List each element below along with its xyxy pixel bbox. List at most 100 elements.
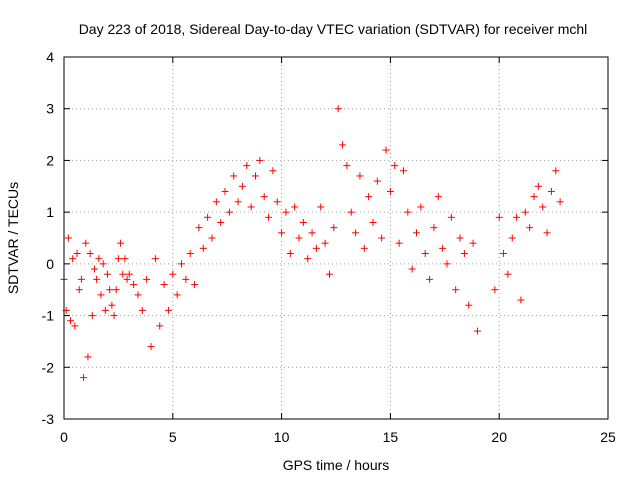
data-point — [256, 156, 264, 164]
x-axis-label: GPS time / hours — [283, 457, 390, 473]
x-tick-label: 25 — [600, 429, 616, 445]
data-point — [134, 291, 142, 299]
data-point — [299, 218, 307, 226]
data-point — [182, 275, 190, 283]
data-point — [243, 162, 251, 170]
data-point — [99, 260, 107, 268]
data-point — [88, 312, 96, 320]
data-point — [282, 208, 290, 216]
data-point — [334, 105, 342, 113]
data-points — [60, 105, 564, 382]
data-point — [247, 203, 255, 211]
data-point — [513, 213, 521, 221]
data-point — [273, 198, 281, 206]
data-point — [443, 260, 451, 268]
data-point — [426, 275, 434, 283]
data-point — [121, 255, 129, 263]
y-tick-label: -1 — [42, 308, 55, 324]
data-point — [69, 255, 77, 263]
x-tick-label: 20 — [491, 429, 507, 445]
data-point — [534, 182, 542, 190]
y-tick-label: 2 — [46, 152, 54, 168]
data-point — [504, 270, 512, 278]
data-point — [373, 177, 381, 185]
data-point — [339, 141, 347, 149]
data-point — [413, 229, 421, 237]
data-point — [151, 255, 159, 263]
plot-frame — [63, 56, 609, 420]
data-point — [452, 286, 460, 294]
data-point — [491, 286, 499, 294]
y-tick-label: 3 — [46, 101, 54, 117]
x-tick-label: 5 — [169, 429, 177, 445]
data-point — [104, 270, 112, 278]
data-point — [95, 255, 103, 263]
data-point — [508, 234, 516, 242]
data-point — [291, 203, 299, 211]
data-point — [347, 208, 355, 216]
data-point — [421, 250, 429, 258]
data-point — [138, 306, 146, 314]
data-point — [317, 203, 325, 211]
data-point — [112, 286, 120, 294]
y-tick-label: 4 — [46, 49, 54, 65]
x-tick-label: 0 — [60, 429, 68, 445]
chart-title: Day 223 of 2018, Sidereal Day-to-day VTE… — [79, 21, 588, 37]
data-point — [80, 374, 88, 382]
data-point — [217, 218, 225, 226]
data-point — [110, 312, 118, 320]
data-point — [430, 224, 438, 232]
data-point — [465, 301, 473, 309]
data-point — [77, 275, 85, 283]
data-point — [308, 229, 316, 237]
data-point — [547, 187, 555, 195]
data-point — [64, 234, 72, 242]
data-point — [221, 187, 229, 195]
data-point — [123, 275, 131, 283]
data-point — [230, 172, 238, 180]
data-point — [86, 250, 94, 258]
data-point — [517, 296, 525, 304]
data-point — [526, 224, 534, 232]
grid-lines — [64, 57, 608, 419]
data-point — [265, 213, 273, 221]
data-point — [434, 193, 442, 201]
y-tick-label: 0 — [46, 256, 54, 272]
data-point — [195, 224, 203, 232]
data-point — [251, 172, 259, 180]
data-point — [125, 270, 133, 278]
data-point — [391, 162, 399, 170]
data-point — [399, 167, 407, 175]
data-point — [286, 250, 294, 258]
y-tick-labels: -3 -2 -1 0 1 2 3 4 — [42, 49, 55, 427]
x-tick-label: 10 — [274, 429, 290, 445]
data-point — [330, 224, 338, 232]
data-point — [208, 234, 216, 242]
data-point — [260, 193, 268, 201]
data-point — [90, 265, 98, 273]
x-tick-label: 15 — [383, 429, 399, 445]
data-point — [75, 286, 83, 294]
data-point — [369, 218, 377, 226]
data-point — [156, 322, 164, 330]
data-point — [101, 306, 109, 314]
data-point — [212, 198, 220, 206]
data-point — [278, 229, 286, 237]
data-point — [119, 270, 127, 278]
data-point — [114, 255, 122, 263]
data-point — [321, 239, 329, 247]
data-point — [173, 291, 181, 299]
data-point — [404, 208, 412, 216]
data-point — [82, 239, 90, 247]
data-point — [360, 244, 368, 252]
data-point — [73, 250, 81, 258]
y-tick-label: -3 — [42, 411, 55, 427]
data-point — [395, 239, 403, 247]
axis-ticks — [63, 56, 609, 420]
data-point — [456, 234, 464, 242]
data-point — [234, 198, 242, 206]
data-point — [147, 343, 155, 351]
data-point — [356, 172, 364, 180]
data-point — [97, 291, 105, 299]
